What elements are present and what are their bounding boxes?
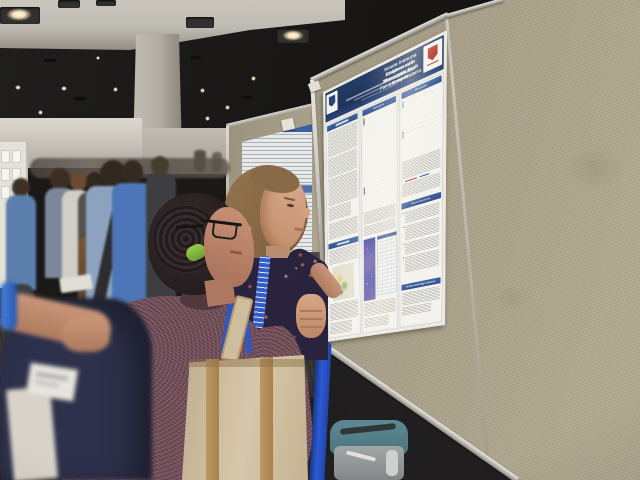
tote-fold [190, 359, 304, 367]
finger-line [301, 326, 322, 328]
pinned-paper [1, 168, 10, 181]
wall-light-scallop [24, 118, 54, 144]
ceiling-lamp [282, 30, 304, 41]
nose [300, 207, 312, 219]
woman-bun-neck [204, 277, 236, 307]
wall-light-scallop [80, 118, 110, 144]
white-shirt [6, 386, 58, 480]
finger-line [300, 318, 323, 320]
downlight [113, 87, 118, 92]
tote-strap [260, 357, 273, 480]
foreground-person-hand [62, 318, 110, 352]
downlight [225, 105, 230, 110]
ceiling-slot [242, 96, 253, 99]
water-bottle [386, 450, 398, 476]
downlight [96, 56, 100, 60]
downlight [38, 110, 43, 115]
badge-text-line [34, 380, 59, 388]
badge-text-line [35, 372, 68, 381]
person-blue-shirt [6, 195, 36, 290]
downlight [15, 85, 21, 90]
wall-light-scallop [0, 118, 26, 144]
downlight [251, 76, 256, 81]
pinned-paper [12, 150, 21, 163]
ceiling-vent [186, 17, 214, 28]
person-head [50, 168, 70, 190]
person-head [151, 156, 169, 176]
pinned-paper [1, 186, 10, 199]
ceiling-slot [74, 97, 86, 100]
person-head [122, 160, 143, 184]
ceiling-slot [190, 56, 201, 59]
board-edge [226, 126, 229, 254]
wall-light-scallop [108, 118, 138, 144]
ceiling-vent [58, 0, 80, 8]
downlight [205, 116, 210, 121]
person-head [70, 172, 87, 191]
tote-strap [206, 359, 219, 480]
woman-bun-head [148, 185, 266, 307]
downlight [200, 88, 205, 93]
ceiling-slot [44, 59, 56, 62]
ceiling-lamp [6, 8, 32, 21]
wall-light-scallop [52, 118, 82, 144]
tote-body [182, 355, 308, 480]
foreground-person [0, 270, 160, 480]
person-head [12, 178, 30, 197]
blue-water-bottle [0, 282, 17, 330]
tote-bag [182, 355, 308, 480]
backpack [330, 420, 412, 480]
downlight [61, 86, 67, 91]
finger-line [300, 310, 322, 312]
pinned-paper [1, 150, 10, 163]
ceiling-vent [96, 0, 116, 6]
woman-blonde-hand [296, 294, 326, 338]
glasses-lens [211, 222, 238, 241]
